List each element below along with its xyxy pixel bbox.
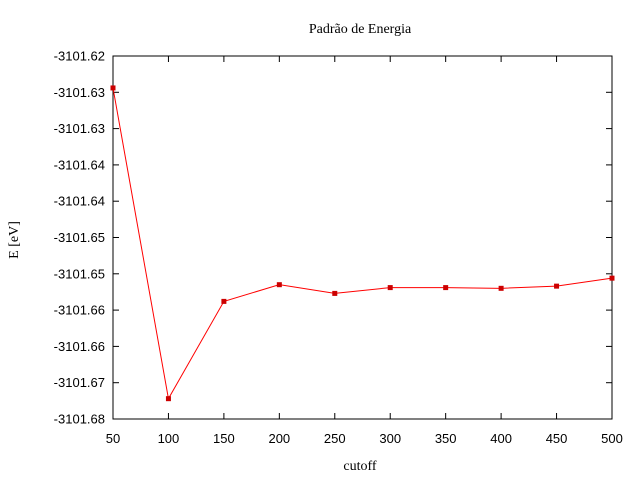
data-point bbox=[387, 285, 393, 291]
x-axis-ticks: 50 100 150 200 250 300 350 400 450 500 bbox=[106, 56, 623, 446]
series-line bbox=[112, 87, 613, 401]
x-tick-label: 100 bbox=[158, 431, 180, 446]
y-axis-ticks: -3101.62 -3101.63 -3101.63 -3101.64 -3101.64… bbox=[54, 49, 612, 427]
series-layer bbox=[110, 85, 615, 402]
x-axis-label: cutoff bbox=[343, 459, 377, 474]
y-tick-label: -3101.66 bbox=[54, 339, 105, 354]
y-tick-label: -3101.65 bbox=[54, 230, 105, 245]
x-tick-label: 50 bbox=[106, 431, 120, 446]
x-tick-label: 150 bbox=[213, 431, 235, 446]
data-point bbox=[332, 290, 338, 296]
y-tick-label: -3101.62 bbox=[54, 49, 105, 64]
x-tick-label: 400 bbox=[490, 431, 512, 446]
y-tick-label: -3101.63 bbox=[54, 85, 105, 100]
data-point bbox=[498, 285, 504, 291]
y-tick-label: -3101.67 bbox=[54, 375, 105, 390]
y-axis-label: E [eV] bbox=[7, 221, 22, 259]
x-tick-label: 300 bbox=[379, 431, 401, 446]
data-point bbox=[221, 298, 227, 304]
y-tick-label: -3101.64 bbox=[54, 194, 105, 209]
y-tick-label: -3101.66 bbox=[54, 303, 105, 318]
data-point bbox=[443, 285, 449, 291]
y-tick-label: -3101.65 bbox=[54, 266, 105, 281]
y-tick-label: -3101.64 bbox=[54, 157, 105, 172]
data-point bbox=[276, 282, 282, 288]
y-tick-label: -3101.63 bbox=[54, 121, 105, 136]
chart-title: Padrão de Energia bbox=[309, 22, 412, 37]
data-point bbox=[110, 85, 116, 91]
data-point bbox=[165, 396, 171, 402]
x-tick-label: 500 bbox=[601, 431, 623, 446]
data-point bbox=[609, 275, 615, 281]
x-tick-label: 450 bbox=[546, 431, 568, 446]
x-tick-label: 350 bbox=[435, 431, 457, 446]
x-tick-label: 250 bbox=[324, 431, 346, 446]
x-tick-label: 200 bbox=[268, 431, 290, 446]
data-point bbox=[554, 283, 560, 289]
y-tick-label: -3101.68 bbox=[54, 412, 105, 427]
